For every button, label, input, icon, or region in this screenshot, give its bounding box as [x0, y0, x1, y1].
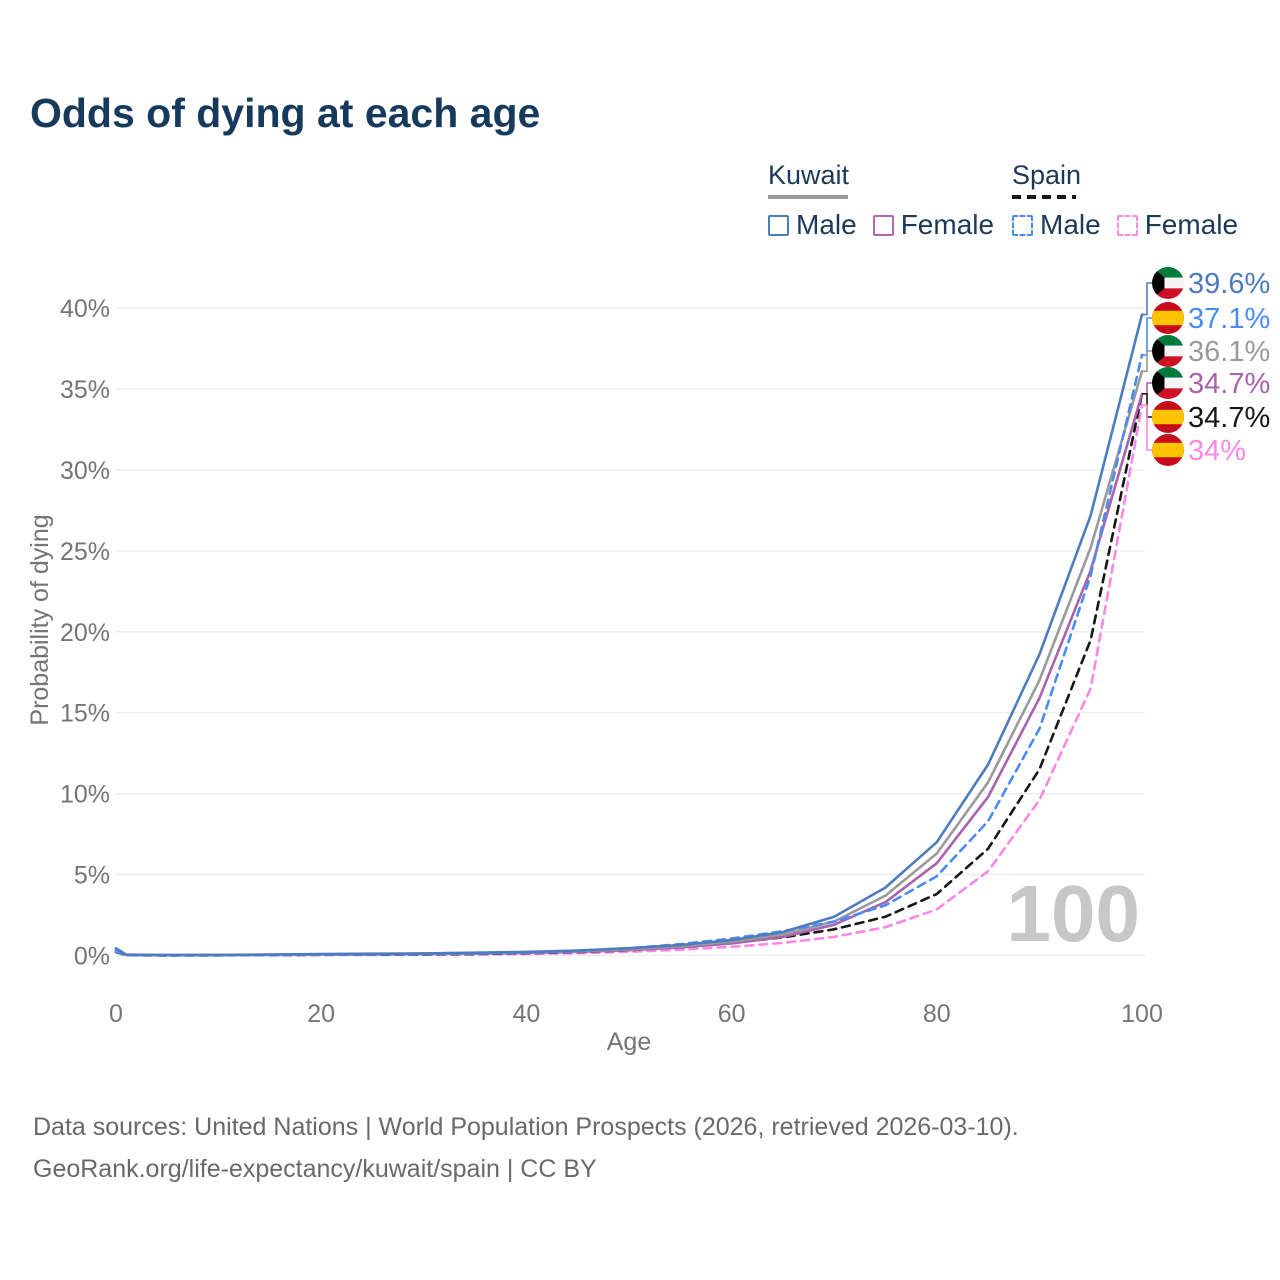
legend-label-kuwait-female: Female — [900, 209, 995, 240]
legend-kuwait-underline-solid — [768, 195, 848, 199]
end-value-label: 36.1% — [1188, 336, 1270, 368]
spain-female-checkbox[interactable] — [1116, 214, 1138, 236]
legend-group-kuwait: Kuwait Male Female — [768, 160, 994, 241]
legend-kuwait-header: Kuwait — [768, 160, 850, 190]
y-tick-label: 15% — [60, 700, 110, 728]
x-tick-label: 0 — [109, 1000, 123, 1028]
y-tick-label: 20% — [60, 619, 110, 647]
x-tick-label: 60 — [718, 1000, 746, 1028]
spain-male-checkbox[interactable] — [1012, 214, 1033, 236]
kuwait-flag-icon — [1152, 335, 1184, 367]
end-label-connector — [1142, 317, 1153, 356]
series-line-spain-female — [114, 403, 1144, 957]
y-axis-title: Probability of dying — [26, 514, 54, 725]
footer-attribution: GeoRank.org/life-expectancy/kuwait/spain… — [33, 1155, 597, 1183]
y-tick-label: 5% — [74, 862, 110, 890]
y-tick-label: 10% — [60, 781, 110, 809]
legend-spain-header: Spain — [1012, 160, 1082, 190]
end-value-label: 37.1% — [1188, 303, 1270, 335]
series-line-spain-male — [114, 353, 1144, 957]
x-tick-label: 20 — [307, 1000, 335, 1028]
spain-flag-icon — [1152, 401, 1184, 433]
legend-label-kuwait-male: Male — [796, 209, 857, 240]
kuwait-flag-icon — [1152, 267, 1184, 299]
spain-flag-icon — [1152, 434, 1184, 466]
x-tick-label: 40 — [512, 1000, 540, 1028]
legend-label-spain-female: Female — [1144, 209, 1239, 240]
x-tick-label: 80 — [923, 1000, 951, 1028]
footer-data-sources: Data sources: United Nations | World Pop… — [33, 1113, 1019, 1141]
end-value-label: 34.7% — [1188, 368, 1270, 400]
legend-item-spain-male[interactable]: Male — [1012, 209, 1101, 241]
end-label-connector — [1142, 404, 1153, 451]
y-tick-label: 0% — [74, 943, 110, 971]
legend-item-spain-female[interactable]: Female — [1116, 209, 1239, 241]
y-tick-label: 30% — [60, 457, 110, 485]
x-axis-title: Age — [607, 1028, 651, 1056]
end-label-connector — [1142, 350, 1153, 373]
y-tick-label: 35% — [60, 376, 110, 404]
y-tick-label: 25% — [60, 538, 110, 566]
footer: Data sources: United Nations | World Pop… — [33, 1106, 1019, 1190]
end-value-label: 34% — [1188, 435, 1246, 467]
end-value-label: 34.7% — [1188, 402, 1270, 434]
age-indicator-watermark: 100 — [1007, 869, 1140, 958]
kuwait-female-checkbox[interactable] — [872, 214, 894, 236]
series-line-kuwait-male — [114, 313, 1144, 957]
y-tick-label: 40% — [60, 295, 110, 323]
chart-title: Odds of dying at each age — [30, 90, 541, 136]
end-label-connector — [1142, 282, 1153, 316]
spain-flag-icon — [1152, 302, 1184, 334]
legend-item-kuwait-female[interactable]: Female — [872, 209, 995, 241]
series-line-kuwait-both — [114, 369, 1144, 957]
legend-group-spain: Spain Male Female — [1012, 160, 1238, 241]
kuwait-flag-icon — [1152, 367, 1184, 399]
legend-label-spain-male: Male — [1040, 209, 1101, 240]
legend-item-kuwait-male[interactable]: Male — [768, 209, 857, 241]
kuwait-male-checkbox[interactable] — [768, 214, 789, 236]
x-tick-label: 100 — [1121, 1000, 1163, 1028]
end-value-label: 39.6% — [1188, 268, 1270, 300]
legend-spain-underline-dashed — [1012, 195, 1076, 199]
